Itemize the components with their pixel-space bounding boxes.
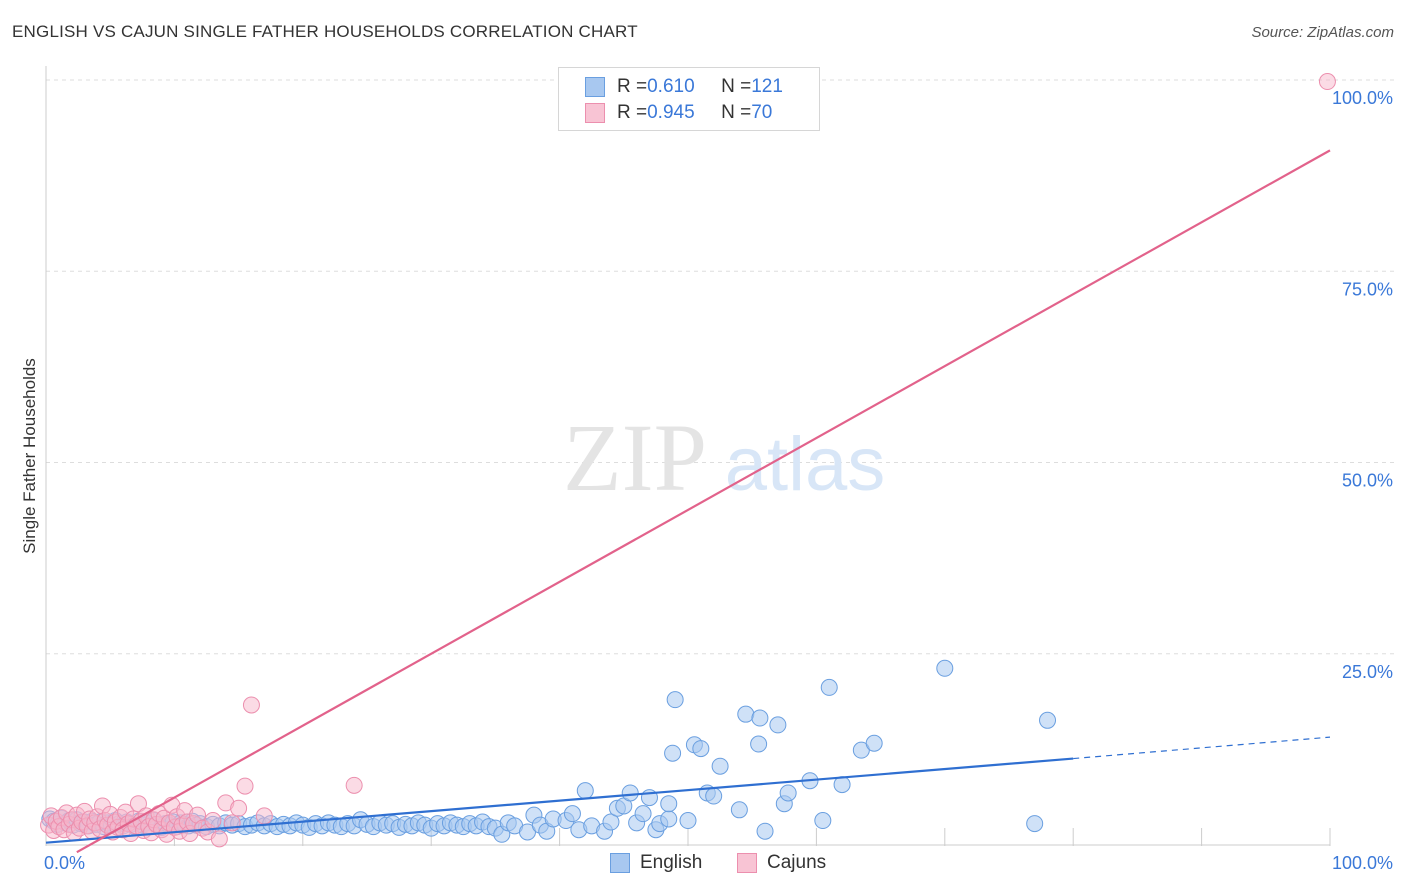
english-point bbox=[679, 812, 697, 830]
x-tick-label: 100.0% bbox=[1332, 853, 1393, 873]
watermark-atlas: atlas bbox=[725, 422, 886, 507]
cajun-point bbox=[129, 795, 147, 813]
y-tick-label: 100.0% bbox=[1332, 88, 1393, 108]
cajun-point bbox=[210, 830, 228, 848]
english-point bbox=[621, 784, 639, 802]
legend-english-r-value: 0.610 bbox=[647, 76, 695, 97]
y-tick-label: 25.0% bbox=[1342, 662, 1393, 682]
english-trend-line bbox=[45, 757, 1074, 844]
english-point bbox=[865, 734, 883, 752]
cajun-point bbox=[255, 807, 273, 825]
english-point bbox=[634, 805, 652, 823]
cajuns-swatch bbox=[585, 103, 605, 123]
y-tick-label: 50.0% bbox=[1342, 471, 1393, 491]
x-tick-label: 0.0% bbox=[44, 853, 85, 873]
english-point bbox=[750, 735, 768, 753]
english-point bbox=[1026, 815, 1044, 833]
bottom-legend-english: English bbox=[610, 852, 702, 874]
english-point bbox=[692, 740, 710, 758]
source-label: Source: ZipAtlas.com bbox=[1251, 24, 1394, 41]
english-point bbox=[576, 782, 594, 800]
legend-english-r-label: R = bbox=[617, 76, 648, 97]
english-point bbox=[705, 787, 723, 805]
english-point bbox=[779, 784, 797, 802]
correlation-legend: R = 0.610 N = 121 R = 0.945 N = 70 bbox=[558, 67, 820, 131]
english-point bbox=[751, 709, 769, 727]
english-point bbox=[730, 801, 748, 819]
legend-english-n-label: N = bbox=[721, 76, 752, 97]
legend-english-n-value: 121 bbox=[751, 76, 783, 97]
english-point bbox=[666, 691, 684, 709]
english-point bbox=[936, 659, 954, 677]
bottom-legend-cajuns: Cajuns bbox=[737, 852, 826, 874]
english-point bbox=[814, 812, 832, 830]
english-point bbox=[711, 757, 729, 775]
legend-row-cajuns: R = 0.945 N = 70 bbox=[559, 101, 772, 125]
legend-cajuns-r-value: 0.945 bbox=[647, 102, 695, 123]
trend-lines bbox=[45, 149, 1331, 854]
english-point bbox=[563, 805, 581, 823]
cajun-point bbox=[242, 696, 260, 714]
english-point bbox=[737, 705, 755, 723]
english-point bbox=[660, 810, 678, 828]
bottom-cajuns-label: Cajuns bbox=[767, 852, 827, 873]
legend-cajuns-n-label: N = bbox=[721, 102, 752, 123]
cajun-point bbox=[236, 777, 254, 795]
y-axis-label: Single Father Households bbox=[20, 358, 39, 554]
bottom-english-label: English bbox=[640, 852, 703, 873]
english-point bbox=[664, 744, 682, 762]
english-point bbox=[756, 822, 774, 840]
legend-cajuns-n-value: 70 bbox=[751, 102, 773, 123]
cajun-point bbox=[345, 776, 363, 794]
english-point bbox=[1039, 711, 1057, 729]
english-point bbox=[602, 813, 620, 831]
english-trend-extension bbox=[1073, 736, 1331, 760]
bottom-english-swatch bbox=[610, 853, 630, 873]
cajuns-trend-line bbox=[76, 149, 1331, 854]
y-tick-label: 75.0% bbox=[1342, 279, 1393, 299]
english-swatch bbox=[585, 77, 605, 97]
legend-cajuns-r-label: R = bbox=[617, 102, 648, 123]
legend-row-english: R = 0.610 N = 121 bbox=[559, 75, 783, 99]
grid bbox=[46, 79, 1395, 655]
watermark-zip: ZIP bbox=[563, 404, 707, 511]
english-point bbox=[660, 795, 678, 813]
chart-title: ENGLISH VS CAJUN SINGLE FATHER HOUSEHOLD… bbox=[12, 22, 638, 41]
cajun-point bbox=[230, 799, 248, 817]
cajun-point bbox=[204, 812, 222, 830]
english-point bbox=[820, 678, 838, 696]
tick-labels: 25.0% 50.0% 75.0% 100.0% 0.0% 100.0% bbox=[44, 88, 1393, 873]
english-point bbox=[769, 716, 787, 734]
cajun-point bbox=[1318, 73, 1336, 91]
bottom-cajuns-swatch bbox=[737, 853, 757, 873]
